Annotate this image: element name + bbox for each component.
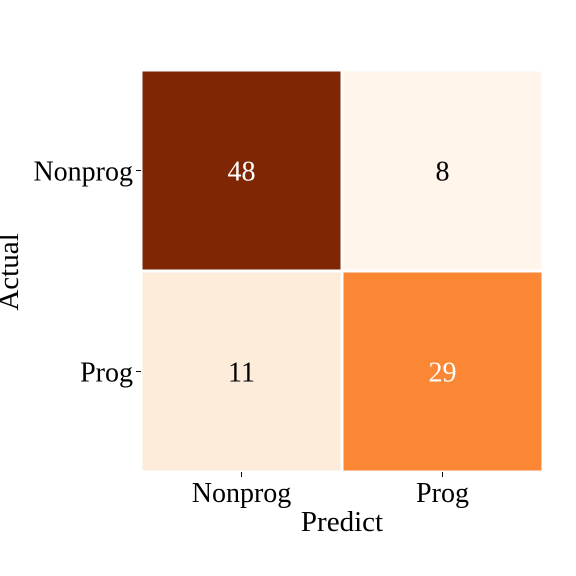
y-tick-label: Nonprog <box>33 157 133 188</box>
cell-value-1-1: 29 <box>429 358 457 389</box>
cell-value-0-1: 8 <box>436 157 450 188</box>
y-axis-ticks: Nonprog Prog <box>33 157 141 389</box>
x-axis-ticks: Nonprog Prog <box>192 472 469 509</box>
heatmap-cell-0-1 <box>340 68 545 273</box>
heatmap-cell-0-0 <box>139 68 344 273</box>
x-tick-label: Nonprog <box>192 478 292 509</box>
heatmap-cell-1-0 <box>139 269 344 474</box>
x-axis-label: Predict <box>301 506 383 538</box>
cell-value-1-0: 11 <box>228 358 255 389</box>
y-axis-label: Actual <box>0 233 25 310</box>
y-tick-label: Prog <box>80 358 133 389</box>
heatmap-cells: 48 8 11 29 <box>139 68 545 474</box>
cell-value-0-0: 48 <box>228 157 256 188</box>
x-tick-label: Prog <box>416 478 469 509</box>
heatmap-cell-1-1 <box>340 269 545 474</box>
